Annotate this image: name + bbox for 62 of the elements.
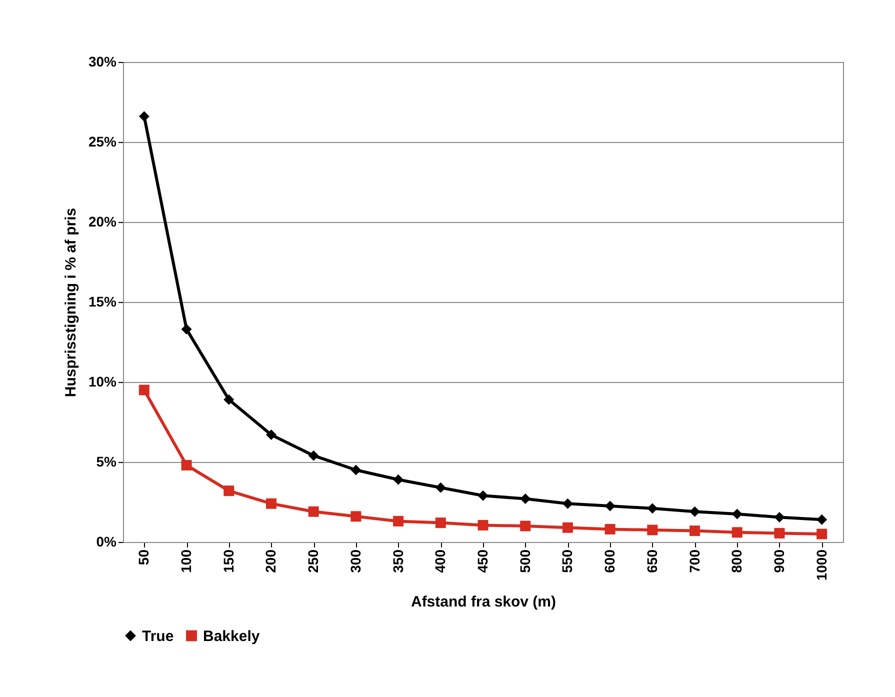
x-axis-title: Afstand fra skov (m) xyxy=(410,594,556,611)
x-tick-label: 200 xyxy=(262,549,279,573)
legend-label: Bakkely xyxy=(203,628,260,645)
point xyxy=(181,460,192,470)
point xyxy=(308,450,319,461)
x-tick-label: 100 xyxy=(178,549,194,573)
point xyxy=(266,430,276,440)
point xyxy=(266,498,276,509)
y-tick-label: 5% xyxy=(96,454,118,470)
point xyxy=(138,111,150,122)
point xyxy=(816,528,828,540)
point xyxy=(520,494,531,504)
x-tick-label: 900 xyxy=(770,549,787,573)
point xyxy=(181,324,192,334)
point xyxy=(732,527,742,538)
y-tick-label: 0% xyxy=(96,534,118,550)
point xyxy=(393,474,404,485)
x-tick-label: 800 xyxy=(728,549,745,573)
point xyxy=(647,503,658,514)
point xyxy=(478,490,488,501)
x-tick-label: 50 xyxy=(136,549,152,566)
point xyxy=(604,500,616,512)
y-axis-title: Husprisstigning i % af pris xyxy=(62,208,80,398)
point xyxy=(478,520,488,530)
point xyxy=(604,524,616,534)
x-tick-label: 600 xyxy=(602,549,618,573)
legend-label: True xyxy=(142,628,174,645)
point xyxy=(562,498,573,509)
point xyxy=(816,514,828,525)
x-tick-label: 1000 xyxy=(813,549,830,581)
point xyxy=(562,522,573,533)
point xyxy=(774,512,785,522)
point xyxy=(393,516,404,526)
x-tick-label: 250 xyxy=(305,549,322,573)
point xyxy=(350,464,362,476)
point xyxy=(435,518,446,528)
point xyxy=(138,384,150,396)
y-tick-label: 10% xyxy=(88,374,118,390)
point xyxy=(774,528,785,538)
x-tick-label: 700 xyxy=(686,549,702,573)
y-tick-label: 30% xyxy=(88,54,118,70)
x-tick-label: 150 xyxy=(220,549,236,573)
x-tick-label: 400 xyxy=(432,549,448,573)
point xyxy=(224,394,234,405)
x-tick-label: 550 xyxy=(559,549,576,573)
point xyxy=(350,511,362,522)
point xyxy=(520,520,531,532)
x-tick-label: 500 xyxy=(516,549,533,573)
point xyxy=(732,508,742,520)
x-tick-label: 450 xyxy=(474,549,490,573)
point xyxy=(308,506,319,517)
y-tick-label: 25% xyxy=(88,134,118,150)
y-tick-label: 20% xyxy=(88,214,118,230)
x-tick-label: 650 xyxy=(644,549,660,573)
point xyxy=(690,526,700,536)
point xyxy=(435,482,446,493)
point xyxy=(224,486,234,496)
x-tick-label: 300 xyxy=(347,549,364,573)
x-tick-label: 350 xyxy=(390,549,406,573)
y-tick-label: 15% xyxy=(88,294,118,310)
point xyxy=(647,524,658,536)
point xyxy=(690,506,700,517)
